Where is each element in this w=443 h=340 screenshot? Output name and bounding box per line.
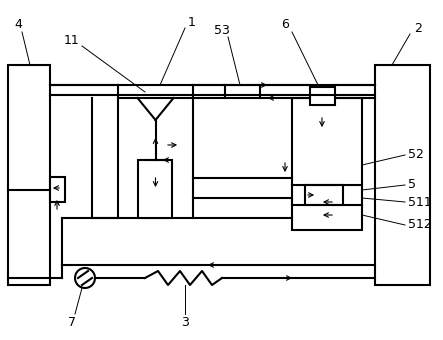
Text: 511: 511 [408, 195, 432, 208]
Text: 512: 512 [408, 219, 432, 232]
Text: 11: 11 [64, 34, 80, 47]
Bar [138, 160, 172, 218]
Bar [50, 177, 65, 202]
Text: 2: 2 [414, 21, 422, 34]
Text: 5: 5 [408, 178, 416, 191]
Text: 6: 6 [281, 18, 289, 32]
Bar [375, 65, 430, 285]
Text: 1: 1 [188, 16, 196, 29]
Text: 52: 52 [408, 149, 424, 162]
Bar [292, 98, 362, 230]
Bar [310, 87, 335, 105]
Bar [305, 185, 343, 205]
Bar [8, 65, 50, 285]
Bar [118, 98, 193, 218]
Text: 7: 7 [68, 316, 76, 328]
Text: 4: 4 [14, 18, 22, 32]
Text: 3: 3 [181, 316, 189, 328]
Text: 53: 53 [214, 23, 230, 36]
Bar [225, 85, 260, 98]
